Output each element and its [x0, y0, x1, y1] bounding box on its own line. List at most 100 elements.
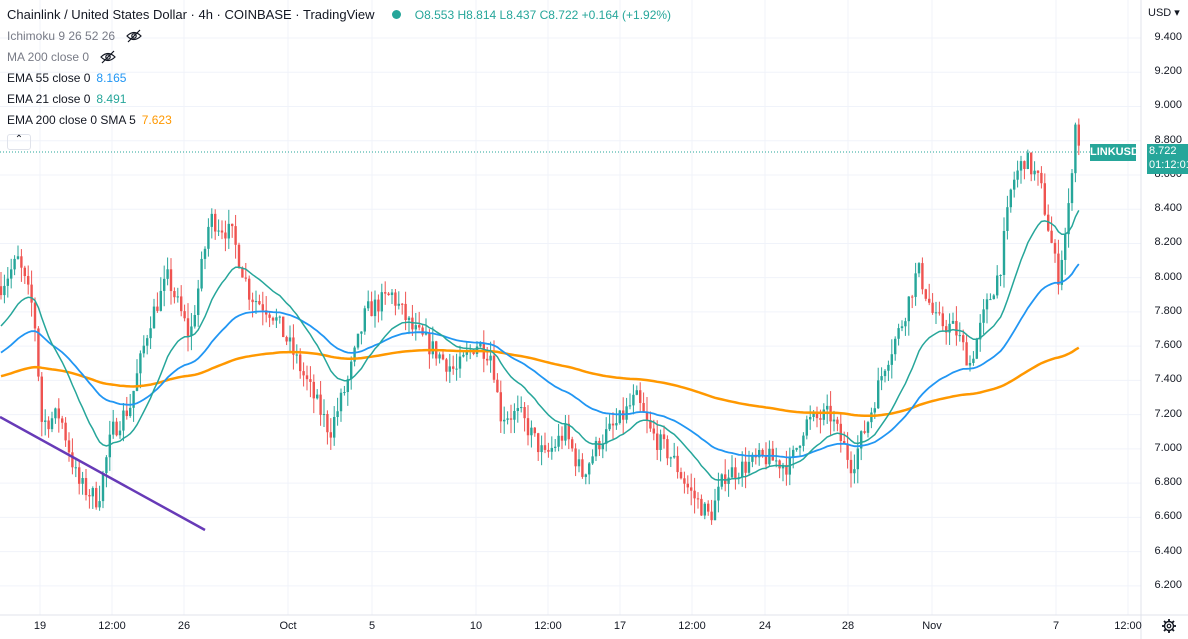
indicator-ema200[interactable]: EMA 200 close 0 SMA 5 7.623: [7, 113, 172, 127]
candle-body: [499, 392, 502, 422]
candle-body: [360, 331, 363, 334]
candle-body: [941, 313, 944, 327]
candle-body: [894, 338, 897, 355]
candle-body: [169, 269, 173, 292]
candle-body: [965, 342, 968, 366]
candle-body: [968, 362, 972, 366]
time-tick-label: 28: [841, 620, 855, 632]
candle-body: [516, 408, 519, 411]
candle-body: [479, 343, 482, 347]
candle-body: [67, 440, 71, 453]
candle-body: [258, 301, 261, 305]
time-tick-label: Nov: [922, 620, 942, 632]
candle-body: [91, 488, 94, 497]
candle-body: [401, 303, 404, 305]
candle-body: [785, 464, 788, 475]
candle-body: [764, 455, 768, 465]
candle-body: [373, 299, 377, 317]
candle-body: [598, 440, 601, 450]
candle-body: [71, 452, 74, 468]
time-tick-label: 19: [33, 620, 47, 632]
ohlc-values: O8.553 H8.814 L8.437 C8.722 +0.164 (+1.9…: [414, 8, 672, 22]
ema-21-line: [0, 210, 1080, 481]
candle-body: [632, 394, 635, 406]
candle-body: [445, 359, 448, 372]
candle-body: [1040, 172, 1043, 184]
candle-body: [135, 373, 139, 391]
candle-body: [639, 390, 642, 403]
current-price: 8.722: [1149, 145, 1177, 157]
legend-collapse-button[interactable]: ⌃: [7, 134, 31, 150]
candle-body: [826, 405, 829, 410]
price-tick-label: 8.000: [1154, 270, 1182, 283]
candle-body: [489, 355, 492, 361]
candle-body: [945, 326, 948, 333]
candle-body: [322, 414, 326, 416]
candle-body: [282, 316, 285, 338]
candle-body: [758, 449, 761, 458]
candle-body: [1057, 253, 1060, 285]
eye-off-icon[interactable]: [100, 50, 117, 64]
candle-body: [61, 418, 64, 423]
candle-body: [700, 498, 703, 516]
gear-icon[interactable]: [1161, 618, 1177, 634]
indicator-ichimoku[interactable]: Ichimoku 9 26 52 26: [7, 27, 143, 45]
candle-body: [1016, 170, 1019, 180]
candle-body: [6, 278, 9, 286]
price-tick-label: 6.600: [1154, 510, 1182, 523]
candle-body: [690, 487, 693, 491]
symbol-title[interactable]: Chainlink / United States Dollar · 4h · …: [7, 7, 375, 22]
candle-body: [802, 435, 805, 446]
candle-body: [979, 322, 982, 340]
time-tick-label: 7: [1052, 620, 1060, 632]
candle-body: [295, 354, 298, 356]
candle-body: [904, 321, 907, 327]
indicator-ma200[interactable]: MA 200 close 0: [7, 48, 117, 66]
candle-body: [210, 213, 213, 227]
candle-body: [805, 419, 808, 436]
candle-body: [972, 358, 975, 363]
candle-body: [299, 354, 302, 372]
candle-body: [275, 317, 278, 321]
candle-body: [594, 440, 598, 457]
time-tick-label: 12:00: [1114, 620, 1142, 632]
candle-body: [78, 467, 81, 484]
chart-grid: [0, 0, 1141, 615]
candle-body: [540, 445, 543, 453]
candle-body: [108, 434, 111, 458]
candle-body: [166, 269, 169, 279]
indicator-ema21[interactable]: EMA 21 close 0 8.491: [7, 92, 127, 106]
price-tick-label: 9.200: [1154, 65, 1182, 78]
candle-body: [156, 306, 159, 311]
candle-body: [81, 478, 84, 484]
candle-body: [775, 460, 778, 462]
candle-body: [271, 317, 275, 321]
eye-off-icon[interactable]: [126, 29, 143, 43]
price-tick-label: 6.200: [1154, 578, 1182, 591]
candle-body: [20, 256, 23, 268]
candle-body: [139, 353, 142, 374]
candle-body: [418, 325, 421, 328]
candle-body: [190, 326, 193, 337]
candle-body: [462, 354, 465, 357]
candle-body: [159, 290, 162, 311]
candle-body: [377, 299, 380, 312]
candle-body: [877, 380, 880, 409]
high-value: 8.814: [466, 8, 497, 22]
candle-body: [605, 429, 608, 444]
candle-body: [384, 292, 387, 294]
candle-body: [996, 275, 999, 296]
candle-body: [975, 339, 978, 359]
candle-body: [492, 355, 496, 380]
candle-body: [397, 303, 400, 306]
indicator-ema55[interactable]: EMA 55 close 0 8.165: [7, 71, 127, 85]
candle-body: [465, 351, 468, 355]
candle-body: [676, 455, 679, 473]
candle-body: [577, 459, 581, 467]
candle-body: [880, 376, 883, 381]
candle-body: [1043, 183, 1046, 215]
candle-body: [574, 448, 577, 467]
currency-selector[interactable]: USD ▾: [1148, 7, 1180, 19]
